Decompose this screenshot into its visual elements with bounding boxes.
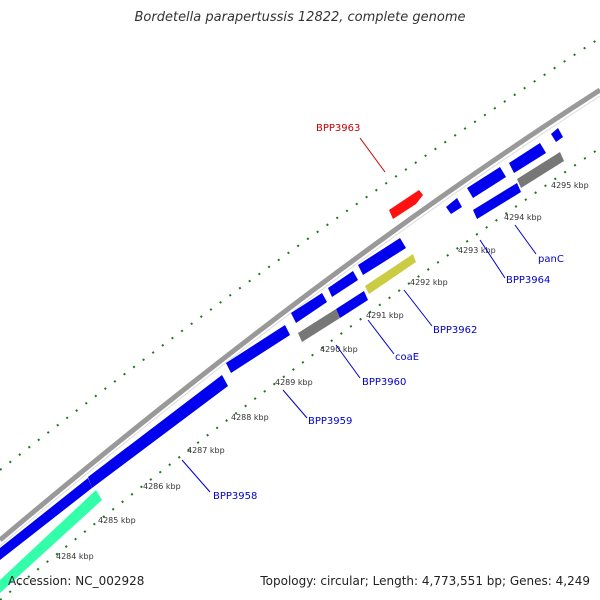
gene-label-bpp3959[interactable]: BPP3959 xyxy=(308,416,352,427)
outer-dotted-ring xyxy=(0,37,600,471)
gene-label-leader-line xyxy=(359,137,386,173)
highlight-segment-coaE[interactable] xyxy=(365,254,416,294)
kbp-tick-label: 4291 kbp xyxy=(366,311,404,320)
gene-label-leader-line xyxy=(403,289,433,327)
cds-segment-1[interactable] xyxy=(0,478,92,560)
accession-text: Accession: NC_002928 xyxy=(8,574,145,588)
cds-segment-9[interactable] xyxy=(551,128,563,142)
gene-label-bpp3964[interactable]: BPP3964 xyxy=(506,275,550,286)
cds-segment-10[interactable] xyxy=(446,198,462,214)
kbp-tick-label: 4292 kbp xyxy=(410,278,448,287)
gene-label-leader-line xyxy=(335,344,361,379)
gene-label-bpp3963[interactable]: BPP3963 xyxy=(316,123,360,134)
rna-segment-teal[interactable] xyxy=(0,490,102,593)
cds-segment-4[interactable] xyxy=(291,293,327,323)
kbp-tick-label: 4294 kbp xyxy=(504,213,542,222)
kbp-tick-label: 4289 kbp xyxy=(275,378,313,387)
kbp-tick-label: 4287 kbp xyxy=(187,446,225,455)
genome-summary-text: Topology: circular; Length: 4,773,551 bp… xyxy=(260,574,590,588)
kbp-tick-label: 4284 kbp xyxy=(56,552,94,561)
gene-label-leader-line xyxy=(282,389,308,419)
genome-backbone-inner xyxy=(0,95,600,547)
cds-segment-12[interactable] xyxy=(473,183,521,219)
gene-label-bpp3962[interactable]: BPP3962 xyxy=(433,325,477,336)
cds-segment-2[interactable] xyxy=(88,375,228,488)
kbp-tick-label: 4293 kbp xyxy=(458,246,496,255)
gene-labels: BPP3963 panC BPP3964 BPP3962 coaE BPP3960 BPP3… xyxy=(181,123,564,502)
pseudo-segment-1[interactable] xyxy=(298,309,340,342)
gene-label-leader-line xyxy=(514,224,537,255)
kbp-tick-label: 4286 kbp xyxy=(143,482,181,491)
cds-segment-6[interactable] xyxy=(358,238,406,275)
cds-segment-5[interactable] xyxy=(328,271,358,297)
kbp-tick-label: 4295 kbp xyxy=(551,181,589,190)
kbp-tick-label: 4288 kbp xyxy=(231,413,269,422)
cds-segment-3[interactable] xyxy=(226,325,290,373)
cds-segment-7[interactable] xyxy=(467,167,506,198)
gene-label-bpp3958[interactable]: BPP3958 xyxy=(213,491,257,502)
pseudo-segment-2[interactable] xyxy=(517,152,564,188)
kbp-ticks: 4284 kbp 4285 kbp 4286 kbp 4287 kbp 4288 kbp… xyxy=(56,181,589,561)
gene-label-leader-line xyxy=(367,319,395,355)
gene-label-leader-line xyxy=(181,459,211,493)
gene-label-leader-line xyxy=(479,239,506,279)
gene-bpp3963[interactable] xyxy=(389,190,423,219)
cds-segment-11[interactable] xyxy=(336,291,368,318)
cds-segment-8[interactable] xyxy=(509,143,546,173)
gene-label-panc[interactable]: panC xyxy=(538,254,564,265)
genome-backbone xyxy=(0,87,600,542)
gene-label-bpp3960[interactable]: BPP3960 xyxy=(362,377,406,388)
gene-label-coae[interactable]: coaE xyxy=(395,352,419,363)
genome-title: Bordetella parapertussis 12822, complete… xyxy=(134,10,466,25)
kbp-tick-label: 4285 kbp xyxy=(98,516,136,525)
